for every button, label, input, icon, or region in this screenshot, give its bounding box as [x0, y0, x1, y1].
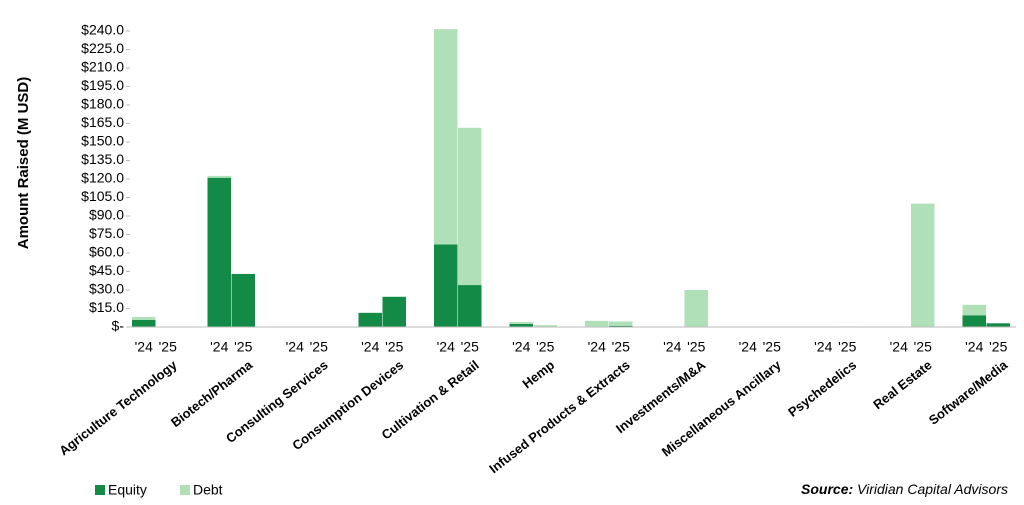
x-tick-label: '25 — [461, 339, 479, 355]
bar-segment — [207, 177, 231, 327]
x-tick-label: '24 — [135, 339, 153, 355]
x-tick-label: '25 — [612, 339, 630, 355]
group-label: Hemp — [520, 357, 558, 391]
x-tick-label: '24 — [890, 339, 908, 355]
x-tick-label: '24 — [437, 339, 455, 355]
y-axis-title: Amount Raised (M USD) — [15, 77, 32, 250]
source-label: Source: — [801, 481, 853, 497]
bar-segment — [434, 244, 458, 327]
x-tick-label: '24 — [286, 339, 304, 355]
x-tick-label: '25 — [310, 339, 328, 355]
x-tick-label: '24 — [739, 339, 757, 355]
bar-segment — [382, 296, 406, 327]
bar-segment — [609, 321, 633, 326]
group-label: Agriculture Technology — [56, 357, 180, 459]
bar-segment — [458, 285, 482, 327]
bar-segment — [684, 290, 708, 327]
x-tick-label: '25 — [234, 339, 252, 355]
y-tick-label: $135.0 — [81, 151, 124, 167]
legend-swatch — [180, 485, 190, 495]
bar-segment — [132, 319, 156, 327]
bar-segment — [962, 304, 986, 316]
bar-segment — [434, 29, 458, 245]
y-tick-label: $165.0 — [81, 114, 124, 130]
x-tick-label: '25 — [989, 339, 1007, 355]
x-tick-label: '24 — [361, 339, 379, 355]
bar-segment — [533, 325, 557, 327]
bar-segment — [962, 315, 986, 327]
bar-segment — [207, 175, 231, 178]
y-tick-label: $105.0 — [81, 188, 124, 204]
bar-segment — [585, 320, 609, 327]
x-tick-label: '24 — [814, 339, 832, 355]
bar-segment — [609, 325, 633, 327]
bar-segment — [911, 203, 935, 327]
y-tick-label: $45.0 — [89, 262, 124, 278]
bar-segment — [509, 322, 533, 324]
y-tick-label: $- — [112, 318, 125, 334]
x-tick-label: '25 — [763, 339, 781, 355]
y-tick-label: $15.0 — [89, 299, 124, 315]
legend-swatch — [95, 485, 105, 495]
group-label: Real Estate — [870, 357, 934, 412]
y-tick-label: $90.0 — [89, 207, 124, 223]
source-text: Viridian Capital Advisors — [857, 481, 1008, 497]
y-tick-label: $30.0 — [89, 281, 124, 297]
x-tick-label: '25 — [914, 339, 932, 355]
y-tick-label: $75.0 — [89, 225, 124, 241]
x-tick-label: '24 — [663, 339, 681, 355]
x-tick-label: '24 — [512, 339, 530, 355]
y-tick-label: $210.0 — [81, 59, 124, 75]
y-tick-label: $225.0 — [81, 40, 124, 56]
legend-label: Equity — [108, 482, 147, 498]
x-tick-label: '24 — [965, 339, 983, 355]
y-tick-label: $150.0 — [81, 133, 124, 149]
y-tick-label: $60.0 — [89, 244, 124, 260]
x-tick-label: '25 — [838, 339, 856, 355]
source: Source: Viridian Capital Advisors — [801, 481, 1008, 497]
x-tick-label: '25 — [536, 339, 554, 355]
legend-label: Debt — [193, 482, 223, 498]
x-tick-label: '24 — [210, 339, 228, 355]
bar-segment — [986, 323, 1010, 327]
y-tick-label: $120.0 — [81, 170, 124, 186]
x-tick-label: '25 — [385, 339, 403, 355]
bar-segment — [231, 273, 255, 327]
x-tick-label: '25 — [159, 339, 177, 355]
bar-segment — [509, 323, 533, 327]
x-tick-label: '24 — [588, 339, 606, 355]
y-tick-label: $195.0 — [81, 77, 124, 93]
bar-segment — [458, 127, 482, 286]
x-tick-label: '25 — [687, 339, 705, 355]
bar-segment — [132, 316, 156, 320]
group-label: Miscellaneous Ancillary — [659, 357, 785, 460]
y-tick-label: $240.0 — [81, 22, 124, 38]
y-tick-label: $180.0 — [81, 96, 124, 112]
group-label: Infused Products & Extracts — [486, 357, 632, 476]
group-label: Software/Media — [926, 357, 1011, 428]
bar-segment — [358, 312, 382, 327]
group-label: Psychedelics — [785, 357, 859, 420]
